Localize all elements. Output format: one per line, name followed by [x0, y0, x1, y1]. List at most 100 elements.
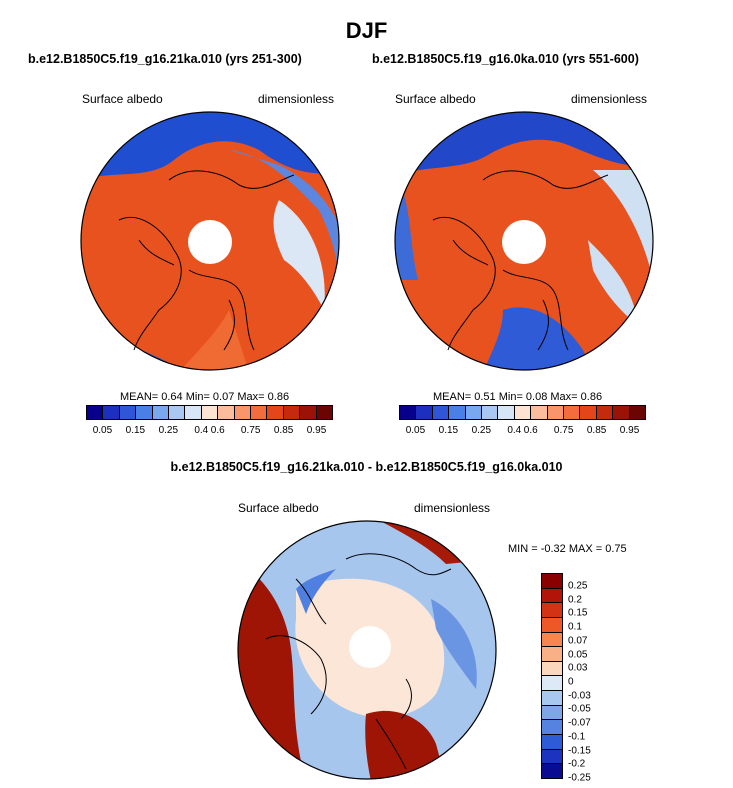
colorbar-swatch — [542, 574, 562, 589]
left-map-coastlines — [118, 170, 295, 351]
colorbar-tick-label: -0.07 — [568, 717, 591, 729]
right-panel-case-title: b.e12.B1850C5.f19_g16.0ka.010 (yrs 551-6… — [372, 52, 639, 66]
colorbar-tick-label: 0.03 — [568, 662, 588, 674]
right-panel-stats: MEAN= 0.51 Min= 0.08 Max= 0.86 — [433, 391, 603, 403]
colorbar-swatch — [613, 406, 630, 419]
right-colorbar-labels: 0.05 0.15 0.25 0.4 0.6 0.75 0.85 0.95 — [399, 425, 646, 439]
colorbar-swatch — [482, 406, 499, 419]
colorbar-swatch — [201, 406, 219, 419]
left-map-sea-ice-edge — [273, 200, 325, 310]
colorbar-swatch — [547, 406, 565, 419]
colorbar-swatch — [465, 406, 483, 419]
colorbar-swatch — [498, 406, 515, 419]
colorbar-tick-label: 0.15 — [438, 425, 459, 436]
left-map-pole-hole — [188, 220, 232, 264]
colorbar-tick-label: 0.05 — [405, 425, 426, 436]
colorbar-swatch — [542, 691, 562, 706]
colorbar-swatch — [542, 603, 562, 618]
colorbar-tick-label: 0.6 — [523, 425, 538, 436]
colorbar-tick-label: 0.05 — [568, 649, 588, 661]
colorbar-swatch — [432, 406, 450, 419]
difference-polar-map — [237, 520, 497, 780]
colorbar-tick-label: 0.4 — [507, 425, 522, 436]
colorbar-swatch — [580, 406, 597, 419]
colorbar-tick-label: 0.1 — [568, 621, 582, 633]
right-polar-map — [394, 111, 654, 371]
difference-map-coastlines — [265, 553, 452, 770]
difference-title: b.e12.B1850C5.f19_g16.21ka.010 - b.e12.B… — [170, 460, 563, 474]
colorbar-swatch — [542, 617, 562, 633]
left-panel-variable: Surface albedo — [82, 92, 163, 106]
right-map-atlantic — [483, 307, 593, 370]
colorbar-tick-label: 0.85 — [586, 425, 607, 436]
colorbar-tick-label: 0.25 — [158, 425, 179, 436]
colorbar-swatch — [514, 406, 532, 419]
right-colorbar — [399, 405, 646, 420]
colorbar-tick-label: 0.07 — [568, 635, 588, 647]
colorbar-tick-label: 0.95 — [619, 425, 640, 436]
colorbar-swatch — [251, 406, 268, 419]
colorbar-tick-label: 0.25 — [471, 425, 492, 436]
colorbar-tick-label: -0.2 — [568, 758, 586, 770]
colorbar-swatch — [316, 406, 333, 419]
left-panel-case-title: b.e12.B1850C5.f19_g16.21ka.010 (yrs 251-… — [28, 52, 302, 66]
colorbar-tick-label: 0.05 — [92, 425, 113, 436]
difference-map-fennoscandian-ice-sheet — [365, 710, 446, 779]
colorbar-swatch — [542, 720, 562, 736]
colorbar-swatch — [283, 406, 301, 419]
right-map-coastlines — [432, 170, 609, 351]
colorbar-tick-label: 0.75 — [240, 425, 261, 436]
colorbar-swatch — [400, 406, 417, 419]
colorbar-tick-label: 0 — [568, 676, 574, 688]
difference-units: dimensionless — [414, 501, 491, 515]
colorbar-tick-label: -0.05 — [568, 703, 591, 715]
colorbar-swatch — [169, 406, 186, 419]
colorbar-tick-label: 0.2 — [568, 594, 582, 606]
difference-variable: Surface albedo — [238, 501, 319, 515]
colorbar-tick-label: -0.25 — [568, 772, 591, 784]
colorbar-swatch — [300, 406, 317, 419]
colorbar-swatch — [267, 406, 284, 419]
difference-colorbar-labels: 0.25 0.2 0.15 0.1 0.07 0.05 0.03 0 -0.03 -0.05 -0.… — [568, 573, 608, 783]
colorbar-tick-label: 0.15 — [125, 425, 146, 436]
colorbar-tick-label: 0.4 — [194, 425, 209, 436]
figure-title: DJF — [345, 18, 388, 43]
colorbar-swatch — [542, 735, 562, 750]
right-map-open-water — [593, 170, 653, 290]
left-polar-map — [80, 111, 340, 371]
colorbar-tick-label: 0.75 — [553, 425, 574, 436]
left-colorbar — [86, 405, 333, 420]
colorbar-swatch — [542, 764, 562, 778]
left-colorbar-labels: 0.05 0.15 0.25 0.4 0.6 0.75 0.85 0.95 — [86, 425, 333, 439]
colorbar-swatch — [103, 406, 120, 419]
difference-colorbar — [541, 573, 563, 779]
colorbar-swatch — [87, 406, 104, 419]
colorbar-tick-label: 0.6 — [210, 425, 225, 436]
colorbar-swatch — [596, 406, 614, 419]
colorbar-tick-label: 0.25 — [568, 580, 588, 592]
colorbar-tick-label: -0.03 — [568, 690, 591, 702]
difference-map-pole-hole — [349, 626, 391, 668]
left-map-pacific-open-water — [229, 150, 339, 310]
colorbar-swatch — [542, 676, 562, 692]
difference-stats: MIN = -0.32 MAX = 0.75 — [508, 543, 627, 555]
colorbar-swatch — [542, 632, 562, 648]
colorbar-tick-label: -0.15 — [568, 745, 591, 757]
colorbar-swatch — [542, 705, 562, 721]
colorbar-swatch — [119, 406, 137, 419]
colorbar-swatch — [218, 406, 235, 419]
left-map-europe — [179, 310, 249, 370]
colorbar-swatch — [564, 406, 581, 419]
colorbar-swatch — [542, 661, 562, 677]
colorbar-swatch — [542, 588, 562, 604]
colorbar-swatch — [234, 406, 252, 419]
colorbar-swatch — [136, 406, 153, 419]
colorbar-swatch — [152, 406, 170, 419]
colorbar-tick-label: -0.1 — [568, 731, 586, 743]
colorbar-swatch — [185, 406, 202, 419]
right-panel-variable: Surface albedo — [395, 92, 476, 106]
left-panel-units: dimensionless — [258, 92, 335, 106]
colorbar-swatch — [449, 406, 466, 419]
left-panel-stats: MEAN= 0.64 Min= 0.07 Max= 0.86 — [120, 391, 290, 403]
colorbar-swatch — [629, 406, 646, 419]
